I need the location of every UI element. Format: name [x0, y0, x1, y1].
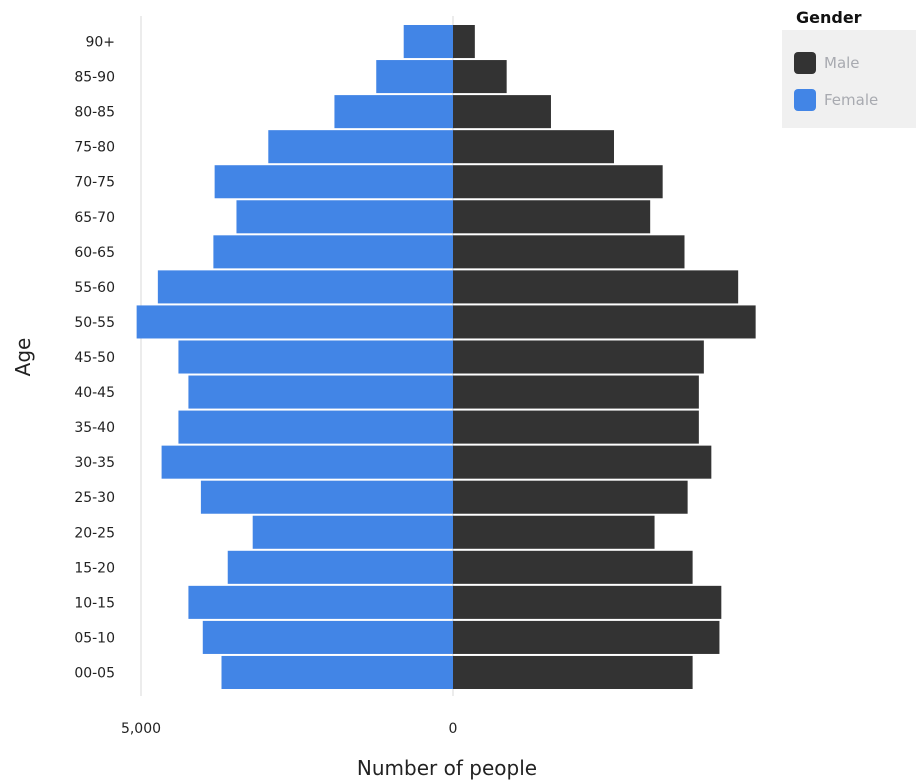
- y-tick-20-25: 20-25: [74, 525, 115, 541]
- legend-item-male[interactable]: Male: [794, 52, 860, 74]
- bar-female-60-65[interactable]: [213, 235, 453, 269]
- y-tick-55-60: 55-60: [74, 280, 115, 296]
- bars: [136, 25, 756, 689]
- bar-male-25-30[interactable]: [453, 480, 688, 514]
- bar-female-40-45[interactable]: [188, 375, 453, 409]
- y-tick-05-10: 05-10: [74, 630, 115, 646]
- legend-item-female[interactable]: Female: [794, 89, 878, 111]
- y-tick-15-20: 15-20: [74, 560, 115, 576]
- bar-male-55-60[interactable]: [453, 270, 739, 304]
- x-tick-labels: 5,000 0: [121, 721, 458, 737]
- bar-male-50-55[interactable]: [453, 305, 756, 339]
- y-tick-45-50: 45-50: [74, 350, 115, 366]
- y-tick-00-05: 00-05: [74, 665, 115, 681]
- y-tick-90+: 90+: [85, 35, 115, 51]
- bar-male-90+[interactable]: [453, 25, 475, 59]
- bar-female-50-55[interactable]: [136, 305, 453, 339]
- bar-female-25-30[interactable]: [200, 480, 453, 514]
- y-tick-80-85: 80-85: [74, 105, 115, 121]
- legend-title: Gender: [796, 8, 862, 27]
- bar-female-70-75[interactable]: [214, 165, 453, 199]
- legend-swatch-male: [794, 52, 816, 74]
- legend-swatch-female: [794, 89, 816, 111]
- bar-male-40-45[interactable]: [453, 375, 699, 409]
- bar-female-55-60[interactable]: [157, 270, 453, 304]
- bar-female-45-50[interactable]: [178, 340, 453, 374]
- y-tick-40-45: 40-45: [74, 385, 115, 401]
- bar-female-20-25[interactable]: [252, 515, 453, 549]
- bar-female-05-10[interactable]: [202, 620, 453, 654]
- x-tick-0: 5,000: [121, 721, 161, 737]
- bar-female-75-80[interactable]: [268, 130, 453, 164]
- y-axis-title: Age: [11, 338, 35, 377]
- legend: [782, 30, 916, 128]
- bar-female-10-15[interactable]: [188, 585, 453, 619]
- bar-male-05-10[interactable]: [453, 620, 720, 654]
- x-axis-title: Number of people: [357, 756, 537, 780]
- bar-male-70-75[interactable]: [453, 165, 663, 199]
- y-tick-60-65: 60-65: [74, 245, 115, 261]
- y-tick-75-80: 75-80: [74, 140, 115, 156]
- bar-female-00-05[interactable]: [221, 655, 453, 689]
- y-tick-70-75: 70-75: [74, 175, 115, 191]
- bar-female-80-85[interactable]: [334, 95, 453, 129]
- y-tick-35-40: 35-40: [74, 420, 115, 436]
- bar-male-80-85[interactable]: [453, 95, 551, 129]
- bar-female-35-40[interactable]: [178, 410, 453, 444]
- bar-male-10-15[interactable]: [453, 585, 722, 619]
- bar-male-35-40[interactable]: [453, 410, 699, 444]
- bar-male-30-35[interactable]: [453, 445, 712, 479]
- bar-female-85-90[interactable]: [376, 60, 453, 94]
- legend-label-male: Male: [824, 54, 860, 72]
- bar-female-30-35[interactable]: [161, 445, 454, 479]
- bar-male-75-80[interactable]: [453, 130, 614, 164]
- bar-female-65-70[interactable]: [236, 200, 453, 234]
- bar-male-60-65[interactable]: [453, 235, 685, 269]
- bar-male-20-25[interactable]: [453, 515, 655, 549]
- bar-female-15-20[interactable]: [227, 550, 453, 584]
- bar-female-90+[interactable]: [403, 25, 453, 59]
- legend-label-female: Female: [824, 91, 879, 109]
- x-tick-1: 0: [449, 721, 458, 737]
- y-tick-10-15: 10-15: [74, 595, 115, 611]
- bar-male-45-50[interactable]: [453, 340, 704, 374]
- bar-male-65-70[interactable]: [453, 200, 651, 234]
- y-tick-30-35: 30-35: [74, 455, 115, 471]
- bar-male-85-90[interactable]: [453, 60, 507, 94]
- y-tick-25-30: 25-30: [74, 490, 115, 506]
- bar-male-00-05[interactable]: [453, 655, 693, 689]
- y-tick-85-90: 85-90: [74, 70, 115, 86]
- y-tick-65-70: 65-70: [74, 210, 115, 226]
- bar-male-15-20[interactable]: [453, 550, 693, 584]
- y-tick-50-55: 50-55: [74, 315, 115, 331]
- y-tick-labels: 00-05 05-10 10-15 15-20 20-25 25-30 30-35 35-40…: [74, 35, 115, 682]
